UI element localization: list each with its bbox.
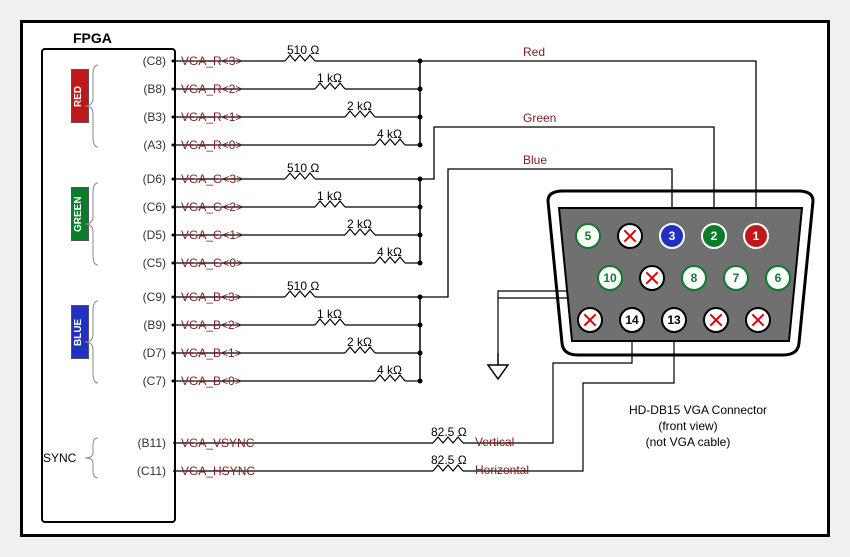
diagram-root: FPGA REDGREENBLUE 1235678101314 SYNC(C8)…: [0, 0, 850, 557]
connector-pin-14: 14: [619, 307, 645, 333]
connector-pin-3: 3: [659, 223, 685, 249]
connector-svg: [23, 23, 833, 540]
connector-pin-nc: [639, 265, 665, 291]
connector-pin-nc: [745, 307, 771, 333]
connector-pin-8: 8: [681, 265, 707, 291]
connector-pin-nc: [577, 307, 603, 333]
connector-pin-5: 5: [575, 223, 601, 249]
connector-pin-7: 7: [723, 265, 749, 291]
connector-pin-nc: [703, 307, 729, 333]
connector-pin-6: 6: [765, 265, 791, 291]
connector-pin-1: 1: [743, 223, 769, 249]
connector-pin-2: 2: [701, 223, 727, 249]
connector-pin-10: 10: [597, 265, 623, 291]
connector-pin-nc: [617, 223, 643, 249]
diagram-frame: FPGA REDGREENBLUE 1235678101314 SYNC(C8)…: [20, 20, 830, 537]
connector-pin-13: 13: [661, 307, 687, 333]
